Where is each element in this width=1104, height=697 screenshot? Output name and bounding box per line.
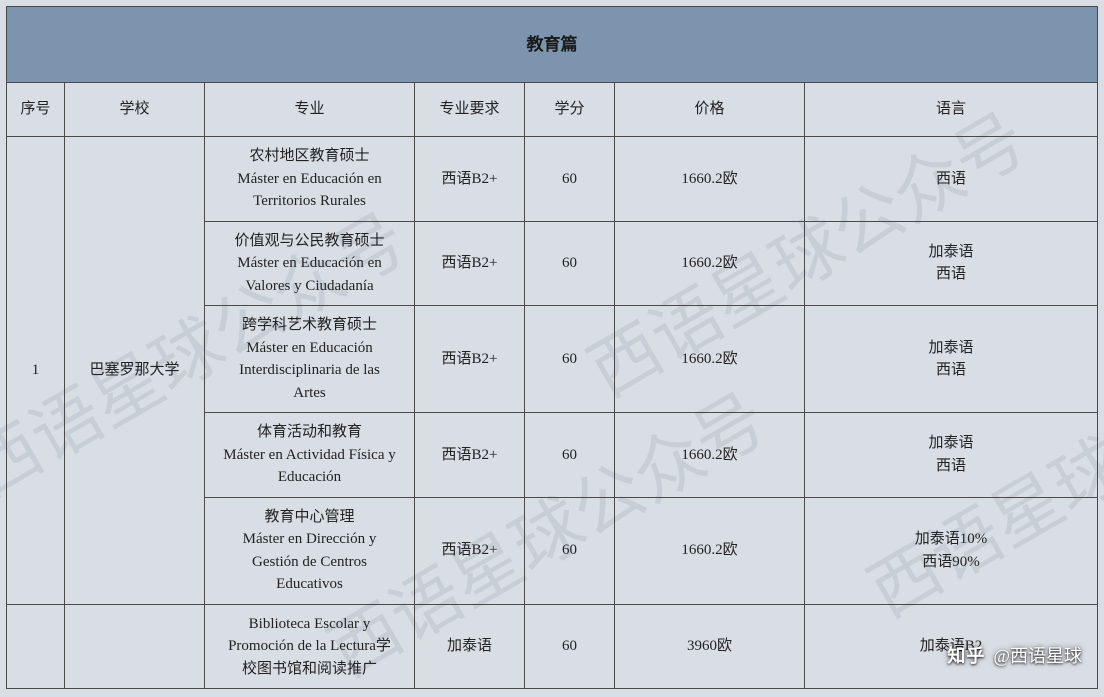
cell-credits: 60 bbox=[525, 604, 615, 689]
cell-price: 1660.2欧 bbox=[615, 497, 805, 604]
cell-seq: 1 bbox=[7, 137, 65, 605]
table-body: 1巴塞罗那大学农村地区教育硕士Máster en Educación enTer… bbox=[7, 137, 1098, 689]
table-row: 1巴塞罗那大学农村地区教育硕士Máster en Educación enTer… bbox=[7, 137, 1098, 222]
cell-requirement: 西语B2+ bbox=[415, 306, 525, 413]
cell-major: Biblioteca Escolar yPromoción de la Lect… bbox=[205, 604, 415, 689]
education-table: 教育篇 序号 学校 专业 专业要求 学分 价格 语言 1巴塞罗那大学农村地区教育… bbox=[6, 6, 1098, 689]
cell-major: 农村地区教育硕士Máster en Educación enTerritorio… bbox=[205, 137, 415, 222]
col-header-requirement: 专业要求 bbox=[415, 83, 525, 137]
table-title: 教育篇 bbox=[7, 7, 1098, 83]
cell-price: 3960欧 bbox=[615, 604, 805, 689]
cell-seq bbox=[7, 604, 65, 689]
cell-language: 西语 bbox=[805, 137, 1098, 222]
col-header-major: 专业 bbox=[205, 83, 415, 137]
cell-language: 加泰语西语 bbox=[805, 306, 1098, 413]
cell-requirement: 加泰语 bbox=[415, 604, 525, 689]
platform-logo: 知乎 bbox=[947, 642, 985, 668]
cell-language: 加泰语西语 bbox=[805, 413, 1098, 498]
cell-credits: 60 bbox=[525, 413, 615, 498]
cell-price: 1660.2欧 bbox=[615, 413, 805, 498]
col-header-credits: 学分 bbox=[525, 83, 615, 137]
cell-requirement: 西语B2+ bbox=[415, 221, 525, 306]
cell-requirement: 西语B2+ bbox=[415, 137, 525, 222]
cell-price: 1660.2欧 bbox=[615, 221, 805, 306]
col-header-price: 价格 bbox=[615, 83, 805, 137]
cell-requirement: 西语B2+ bbox=[415, 497, 525, 604]
col-header-language: 语言 bbox=[805, 83, 1098, 137]
cell-credits: 60 bbox=[525, 221, 615, 306]
col-header-school: 学校 bbox=[65, 83, 205, 137]
author-name: @西语星球 bbox=[993, 642, 1082, 668]
cell-credits: 60 bbox=[525, 137, 615, 222]
col-header-seq: 序号 bbox=[7, 83, 65, 137]
cell-price: 1660.2欧 bbox=[615, 306, 805, 413]
cell-language: 加泰语10%西语90% bbox=[805, 497, 1098, 604]
attribution: 知乎 @西语星球 bbox=[947, 642, 1082, 668]
cell-major: 体育活动和教育Máster en Actividad Física yEduca… bbox=[205, 413, 415, 498]
cell-school: 巴塞罗那大学 bbox=[65, 137, 205, 605]
cell-requirement: 西语B2+ bbox=[415, 413, 525, 498]
cell-price: 1660.2欧 bbox=[615, 137, 805, 222]
cell-major: 教育中心管理Máster en Dirección yGestión de Ce… bbox=[205, 497, 415, 604]
cell-credits: 60 bbox=[525, 306, 615, 413]
cell-school bbox=[65, 604, 205, 689]
table-header-row: 序号 学校 专业 专业要求 学分 价格 语言 bbox=[7, 83, 1098, 137]
cell-language: 加泰语西语 bbox=[805, 221, 1098, 306]
cell-major: 价值观与公民教育硕士Máster en Educación enValores … bbox=[205, 221, 415, 306]
cell-major: 跨学科艺术教育硕士Máster en EducaciónInterdiscipl… bbox=[205, 306, 415, 413]
table-row: Biblioteca Escolar yPromoción de la Lect… bbox=[7, 604, 1098, 689]
cell-credits: 60 bbox=[525, 497, 615, 604]
